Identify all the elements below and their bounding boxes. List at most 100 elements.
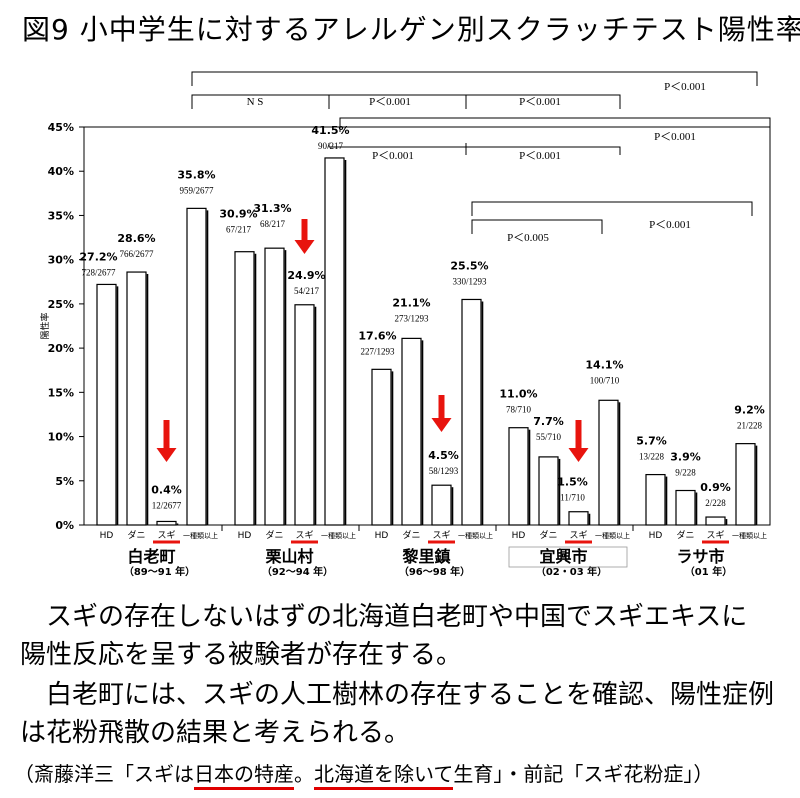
bar-count-label: 273/1293 <box>394 313 429 323</box>
significance-label: P＜0.001 <box>372 150 414 162</box>
bar-count-label: 67/217 <box>226 225 252 235</box>
source-underlined-except-hokkaido: 北海道を除いて <box>314 762 454 790</box>
bar-percent-label: 4.5% <box>428 449 459 462</box>
group-period: （01 年） <box>685 565 732 578</box>
caption-line-1: スギの存在しないはずの北海道白老町や中国でスギエキスに <box>20 602 748 632</box>
bar-percent-label: 1.5% <box>557 476 588 489</box>
bar <box>401 337 422 526</box>
bar-chart: 0% 5% 10% 15% 20% 25% 30% 35% 40% 45% 陽性率 27.2% 728/… <box>39 71 771 578</box>
bar-count-label: 54/217 <box>294 286 320 296</box>
significance-bracket <box>465 143 621 155</box>
bar-percent-label: 0.4% <box>151 483 182 496</box>
y-tick-label: 45% <box>48 121 74 134</box>
bar <box>645 473 666 526</box>
bar-count-label: 58/1293 <box>429 466 459 476</box>
bar-percent-label: 5.7% <box>636 435 667 448</box>
source-underlined-japan-specialty: 日本の特産 <box>194 762 294 790</box>
bar-count-label: 68/217 <box>260 219 286 229</box>
y-tick-label: 10% <box>48 431 74 444</box>
significance-label: P＜0.001 <box>649 219 691 231</box>
bar-percent-label: 21.1% <box>392 296 430 309</box>
bar-count-label: 100/710 <box>590 375 620 385</box>
bar-percent-label: 30.9% <box>219 208 257 221</box>
source-citation: （斎藤洋三「スギは日本の特産。北海道を除いて生育」・前記「スギ花粉症」） <box>14 758 713 790</box>
bar-count-label: 55/710 <box>536 432 562 442</box>
significance-bracket <box>471 219 603 234</box>
bar-percent-label: 3.9% <box>670 451 701 464</box>
bar <box>324 157 345 526</box>
caption-line-2: 陽性反応を呈する被験者が存在する。 <box>20 640 463 670</box>
bar <box>156 520 177 526</box>
caption-line-3: 白老町には、スギの人工樹林の存在することを確認、陽性症例 <box>20 680 775 710</box>
bar-percent-label: 27.2% <box>79 250 117 263</box>
significance-label: P＜0.005 <box>507 232 549 244</box>
bar-percent-label: 24.9% <box>287 269 325 282</box>
bar <box>538 456 559 526</box>
bar-count-label: 766/2677 <box>119 249 154 259</box>
significance-bracket <box>191 71 758 86</box>
y-tick-label: 30% <box>48 254 74 267</box>
group-name: ラサ市 <box>676 547 724 566</box>
group-name-box <box>508 546 628 568</box>
bar-percent-label: 9.2% <box>734 404 765 417</box>
x-category-label: スギ <box>157 530 175 541</box>
x-category-label: 一種類以上 <box>458 531 493 540</box>
red-arrow-head <box>294 240 315 254</box>
figure-title: 図9 小中学生に対するアレルゲン別スクラッチテスト陽性率 <box>22 13 800 46</box>
group-name: 栗山村 <box>265 547 313 566</box>
bar-percent-label: 41.5% <box>311 124 349 137</box>
y-axis-label: 陽性率 <box>39 312 51 339</box>
bar <box>96 283 117 526</box>
significance-label: P＜0.001 <box>369 96 411 108</box>
bar <box>371 368 392 526</box>
bar-count-label: 227/1293 <box>360 346 395 356</box>
x-category-label: ダニ <box>127 529 145 541</box>
significance-bracket <box>328 143 467 155</box>
significance-label: P＜0.001 <box>519 96 561 108</box>
x-category-label: 一種類以上 <box>595 531 630 540</box>
y-tick-label: 35% <box>48 209 74 222</box>
group-period: （89～91 年） <box>124 565 195 578</box>
bar <box>461 298 482 526</box>
x-category-label: ダニ <box>676 529 694 541</box>
x-category-label: 一種類以上 <box>183 531 218 540</box>
y-tick-label: 25% <box>48 298 74 311</box>
group-name: 黎里鎮 <box>402 547 450 566</box>
bar-count-label: 2/228 <box>705 498 726 508</box>
x-category-label: スギ <box>569 530 587 541</box>
bar-percent-label: 28.6% <box>117 232 155 245</box>
x-category-label: ダニ <box>402 529 420 541</box>
bar-percent-label: 31.3% <box>253 202 291 215</box>
bar <box>675 489 696 526</box>
significance-label: P＜0.001 <box>664 81 706 93</box>
bar-percent-label: 35.8% <box>177 168 215 181</box>
x-category-label: ダニ <box>265 529 283 541</box>
significance-label: P＜0.001 <box>654 131 696 143</box>
x-category-label: HD <box>238 531 252 541</box>
significance-label: P＜0.001 <box>519 150 561 162</box>
bar <box>264 247 285 526</box>
bar <box>234 251 255 526</box>
bar-count-label: 728/2677 <box>81 267 116 277</box>
bar <box>705 516 726 526</box>
x-category-label: 一種類以上 <box>732 531 767 540</box>
source-part-3: 。 <box>294 762 314 786</box>
bar <box>431 484 452 526</box>
bar <box>735 443 756 526</box>
significance-bracket <box>471 201 753 216</box>
x-category-label: HD <box>649 531 663 541</box>
bar-count-label: 78/710 <box>506 405 532 415</box>
bar-count-label: 11/710 <box>560 493 585 503</box>
group-name: 白老町 <box>127 547 175 566</box>
bar-count-label: 21/228 <box>737 421 763 431</box>
significance-label: N S <box>247 96 264 108</box>
group-name: 宜興市 <box>539 547 587 566</box>
x-category-label: スギ <box>295 530 313 541</box>
x-category-label: HD <box>100 531 114 541</box>
caption-line-4: は花粉飛散の結果と考えられる。 <box>20 718 411 748</box>
y-tick-label: 15% <box>48 386 74 399</box>
significance-bracket <box>339 117 771 132</box>
source-part-1: （斎藤洋三「スギは <box>14 762 194 786</box>
bar-count-label: 13/228 <box>639 452 665 462</box>
significance-bracket <box>465 94 621 109</box>
